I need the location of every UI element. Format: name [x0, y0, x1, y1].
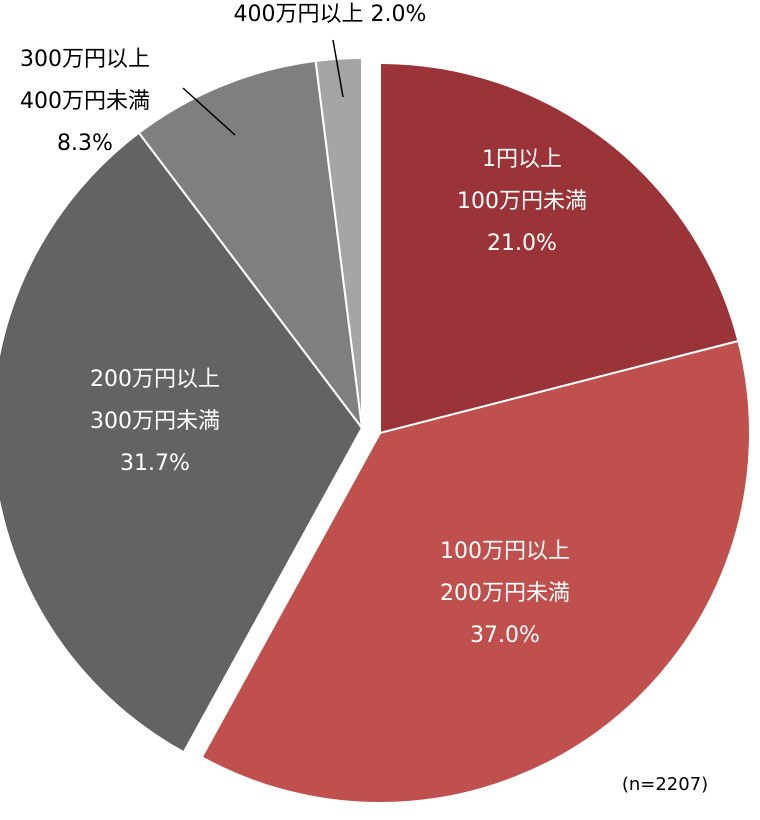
category-label: 100万円以上: [440, 539, 570, 564]
pie-slice: [379, 61, 740, 435]
category-label: 400万円未満: [20, 89, 150, 114]
value-label: 21.0%: [487, 231, 557, 256]
category-label: 1円以上: [482, 147, 562, 172]
value-label: 8.3%: [57, 131, 113, 156]
leader-line: [332, 39, 344, 98]
category-label: 300万円以上: [20, 47, 150, 72]
category-label: 200万円以上: [90, 367, 220, 392]
category-label: 100万円未満: [457, 189, 587, 214]
category-label: 200万円未満: [440, 581, 570, 606]
pie-slice: [137, 59, 364, 432]
value-label: 31.7%: [120, 451, 190, 476]
slice-label: 400万円以上 2.0%: [234, 2, 427, 27]
sample-size-note: (n=2207): [622, 774, 708, 795]
value-label: 2.0%: [371, 2, 427, 27]
category-label: 400万円以上: [234, 2, 364, 27]
value-label: 37.0%: [470, 623, 540, 648]
pie-slice: [200, 339, 751, 804]
pie-slice: [314, 56, 363, 429]
pie-slice: [0, 131, 364, 754]
leader-line: [182, 87, 236, 136]
category-label: 300万円未満: [90, 409, 220, 434]
